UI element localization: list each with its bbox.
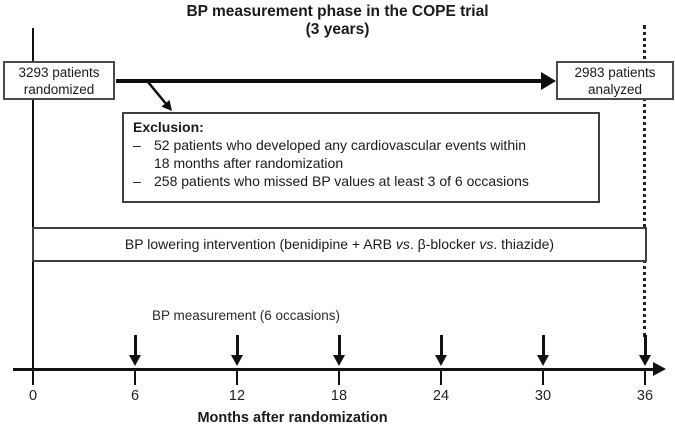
measurement-arrow-6mo xyxy=(134,335,137,357)
intervention-text: BP lowering intervention (benidipine + A… xyxy=(124,236,396,252)
tick-36 xyxy=(644,368,646,385)
tick-label-6: 6 xyxy=(130,388,140,404)
tick-label-36: 36 xyxy=(636,388,654,404)
tick-label-18: 18 xyxy=(330,388,348,404)
vs-italic: vs xyxy=(395,236,410,252)
randomized-label: randomized xyxy=(23,82,95,97)
exclusion-item-1-continued: 18 months after randomization xyxy=(154,155,344,171)
exclusion-item-2-text: 258 patients who missed BP values at lea… xyxy=(154,173,529,189)
measurement-arrowhead-24mo xyxy=(435,355,447,366)
exclusion-item-1: – 52 patients who developed any cardiova… xyxy=(133,136,590,154)
analyzed-label: analyzed xyxy=(587,82,643,97)
exclusion-box: Exclusion: – 52 patients who developed a… xyxy=(122,112,600,203)
randomized-patients-box: 3293 patients randomized xyxy=(3,61,115,100)
figure-subtitle: (3 years) xyxy=(305,21,370,38)
tick-0 xyxy=(32,368,34,385)
dash-marker: – xyxy=(133,173,141,189)
exclusion-title: Exclusion: xyxy=(133,119,204,135)
tick-24 xyxy=(440,368,442,385)
measurement-arrow-12mo xyxy=(236,335,239,357)
axis-title: Months after randomization xyxy=(197,410,388,426)
analyzed-count: 2983 patients xyxy=(574,65,656,80)
measurement-arrowhead-6mo xyxy=(129,355,141,366)
exclusion-branch-arrow xyxy=(147,82,172,111)
exclusion-item-2: – 258 patients who missed BP values at l… xyxy=(133,172,590,190)
bp-measurement-label: BP measurement (6 occasions) xyxy=(151,308,341,323)
randomized-count: 3293 patients xyxy=(18,65,100,80)
measurement-arrow-18mo xyxy=(338,335,341,357)
timeline-axis-arrowhead xyxy=(653,362,666,376)
measurement-arrowhead-36mo xyxy=(639,355,651,366)
baseline-vertical-line xyxy=(32,28,34,369)
measurement-arrowhead-30mo xyxy=(537,355,549,366)
tick-label-24: 24 xyxy=(432,388,450,404)
measurement-arrowhead-18mo xyxy=(333,355,345,366)
intervention-bar: BP lowering intervention (benidipine + A… xyxy=(32,227,647,262)
tick-label-0: 0 xyxy=(28,388,38,404)
measurement-arrow-36mo xyxy=(644,335,647,357)
analyzed-patients-box: 2983 patients analyzed xyxy=(556,61,674,100)
tick-18 xyxy=(338,368,340,385)
tick-12 xyxy=(236,368,238,385)
figure-title: BP measurement phase in the COPE trial xyxy=(186,3,489,20)
measurement-arrowhead-12mo xyxy=(231,355,243,366)
flow-arrow-head xyxy=(541,72,556,90)
vs-italic: vs xyxy=(479,236,494,252)
tick-label-12: 12 xyxy=(228,388,246,404)
tick-30 xyxy=(542,368,544,385)
timeline-axis xyxy=(13,368,655,371)
end-of-trial-dotted-line xyxy=(643,25,646,337)
dash-marker: – xyxy=(133,137,141,153)
tick-label-30: 30 xyxy=(534,388,552,404)
flow-arrow-shaft xyxy=(116,79,543,83)
measurement-arrow-24mo xyxy=(440,335,443,357)
exclusion-item-1-text: 52 patients who developed any cardiovasc… xyxy=(154,137,527,153)
intervention-text: . thiazide) xyxy=(493,236,555,252)
tick-6 xyxy=(134,368,136,385)
intervention-text: . β-blocker xyxy=(409,236,480,252)
measurement-arrow-30mo xyxy=(542,335,545,357)
